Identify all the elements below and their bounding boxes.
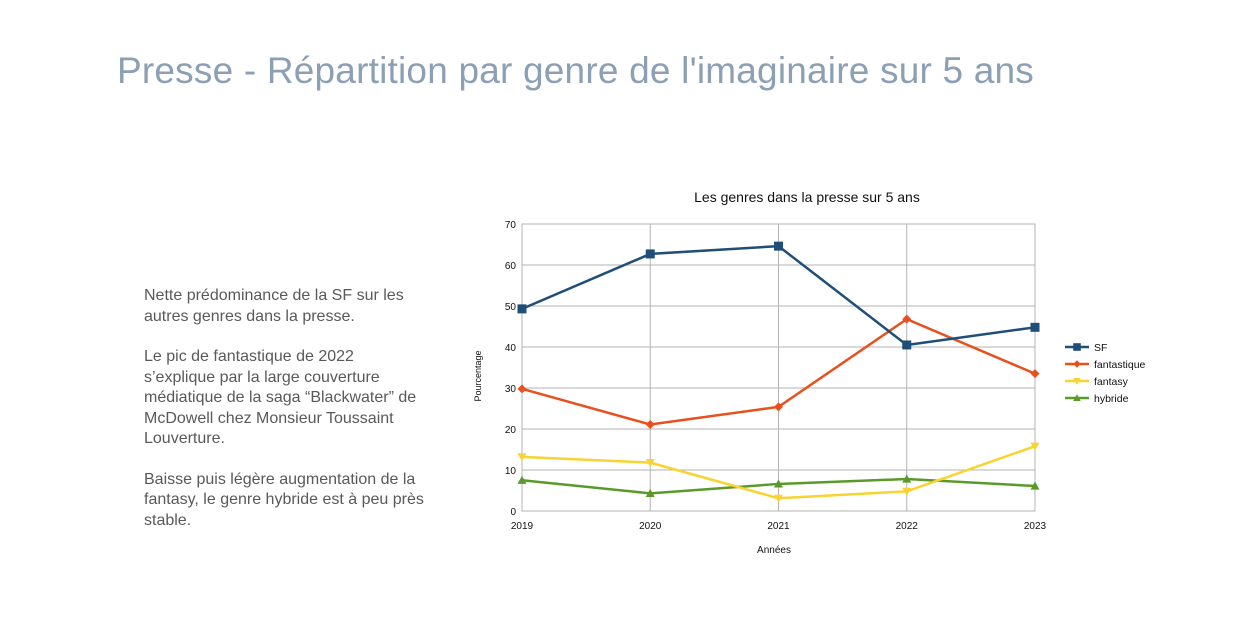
legend-label: hybride	[1094, 393, 1129, 405]
series-fantastique-group	[517, 314, 1040, 429]
legend-label: fantastique	[1094, 359, 1146, 371]
y-tick-label: 20	[505, 425, 517, 436]
data-point	[645, 488, 655, 497]
legend-label: fantasy	[1094, 376, 1129, 388]
legend-item: fantasy	[1065, 376, 1129, 388]
chart-grid	[521, 223, 1036, 512]
data-point	[1030, 442, 1040, 451]
series-hybride-group	[517, 474, 1040, 497]
series-fantasy-group	[517, 442, 1040, 503]
data-point	[1073, 360, 1081, 368]
data-point	[1030, 481, 1040, 490]
data-point	[645, 419, 655, 429]
data-point	[902, 487, 912, 496]
notes-text: Nette prédominance de la SF sur les autr…	[144, 286, 429, 551]
y-tick-label: 70	[505, 220, 517, 231]
x-tick-label: 2019	[511, 521, 534, 532]
y-tick-label: 0	[510, 507, 516, 518]
series-SF-group	[517, 241, 1040, 350]
data-point	[1030, 369, 1040, 379]
y-axis-label: Pourcentage	[473, 350, 483, 401]
chart-title: Les genres dans la presse sur 5 ans	[694, 189, 920, 205]
data-point	[774, 479, 783, 488]
y-tick-label: 40	[505, 343, 517, 354]
data-point	[1073, 394, 1081, 402]
data-point	[1073, 343, 1081, 351]
y-tick-label: 50	[505, 302, 517, 313]
chart-container: Les genres dans la presse sur 5 ans 0 10 2…	[460, 180, 1180, 570]
x-axis-label: Années	[757, 545, 791, 556]
data-point	[517, 453, 527, 462]
data-point	[517, 475, 527, 484]
x-tick-label: 2021	[767, 521, 790, 532]
note-paragraph: Nette prédominance de la SF sur les autr…	[144, 287, 404, 325]
data-point	[517, 304, 527, 314]
chart-legend: SF fantastique fantasy hybride	[1065, 342, 1146, 405]
legend-item: fantastique	[1065, 359, 1146, 371]
y-axis-ticks: 0 10 20 30 40 50 60 70	[505, 220, 517, 518]
y-tick-label: 10	[505, 466, 517, 477]
data-point	[774, 494, 783, 503]
x-tick-label: 2020	[639, 521, 662, 532]
x-axis-ticks: 2019 2020 2021 2022 2023	[511, 521, 1047, 532]
data-point	[645, 249, 655, 259]
x-tick-label: 2022	[896, 521, 919, 532]
note-paragraph: Baisse puis légère augmentation de la fa…	[144, 470, 424, 529]
data-point	[1073, 377, 1081, 385]
legend-item: hybride	[1065, 393, 1129, 405]
legend-label: SF	[1094, 342, 1107, 354]
legend-item: SF	[1065, 342, 1107, 354]
note-paragraph: Le pic de fantastique de 2022 s’explique…	[144, 348, 417, 447]
data-point	[902, 340, 912, 350]
y-tick-label: 30	[505, 384, 517, 395]
data-point	[517, 384, 527, 394]
data-point	[1030, 322, 1040, 332]
data-point	[645, 459, 655, 468]
data-point	[902, 314, 912, 324]
data-point	[902, 474, 912, 483]
line-chart: Les genres dans la presse sur 5 ans 0 10 2…	[473, 189, 1146, 556]
data-point	[774, 241, 783, 251]
data-point	[774, 402, 783, 412]
y-tick-label: 60	[505, 261, 517, 272]
chart-series	[517, 241, 1040, 503]
x-tick-label: 2023	[1024, 521, 1047, 532]
slide-title: Presse - Répartition par genre de l'imag…	[117, 50, 1034, 91]
